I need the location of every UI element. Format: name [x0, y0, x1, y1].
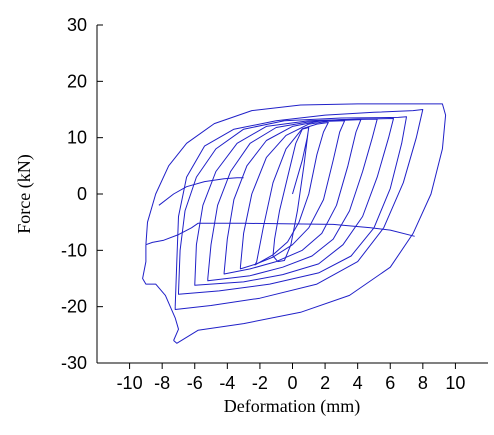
hysteresis-loop-2 — [254, 122, 329, 266]
y-axis-ticks: -30 -20 -10 0 10 20 30 — [61, 15, 103, 373]
y-axis-title: Force (kN) — [14, 154, 35, 233]
y-tick-label: -30 — [61, 353, 87, 373]
hysteresis-loop-10 — [142, 244, 179, 341]
hysteresis-loop-7 — [178, 116, 407, 295]
hysteresis-loop-12 — [158, 177, 244, 206]
y-tick-label: 30 — [67, 15, 87, 35]
x-tick-label: 8 — [418, 373, 428, 393]
y-tick-label: 10 — [67, 128, 87, 148]
hysteresis-loop-11 — [145, 222, 415, 246]
hysteresis-loop-6 — [194, 118, 394, 286]
x-axis-ticks: -10 -8 -6 -4 -2 0 2 4 6 8 10 — [117, 363, 465, 393]
x-tick-label: 4 — [353, 373, 363, 393]
x-tick-label: 2 — [320, 373, 330, 393]
plot-area — [142, 103, 447, 344]
x-tick-label: 6 — [385, 373, 395, 393]
x-tick-label: -6 — [187, 373, 203, 393]
hysteresis-loop-5 — [207, 118, 378, 282]
x-tick-label: -2 — [252, 373, 268, 393]
x-tick-label: -8 — [154, 373, 170, 393]
y-tick-label: 0 — [77, 184, 87, 204]
hysteresis-loop-1 — [272, 126, 310, 263]
x-tick-label: -4 — [219, 373, 235, 393]
hysteresis-loop-3 — [239, 120, 346, 270]
x-axis-title: Deformation (mm) — [224, 396, 360, 417]
hysteresis-loop-4 — [223, 119, 362, 275]
hysteresis-loop-8 — [174, 109, 424, 310]
y-tick-label: -20 — [61, 297, 87, 317]
x-tick-label: 0 — [287, 373, 297, 393]
y-tick-label: 20 — [67, 71, 87, 91]
x-tick-label: -10 — [117, 373, 143, 393]
x-tick-label: 10 — [445, 373, 465, 393]
hysteresis-loop-9 — [145, 103, 447, 344]
y-tick-label: -10 — [61, 240, 87, 260]
